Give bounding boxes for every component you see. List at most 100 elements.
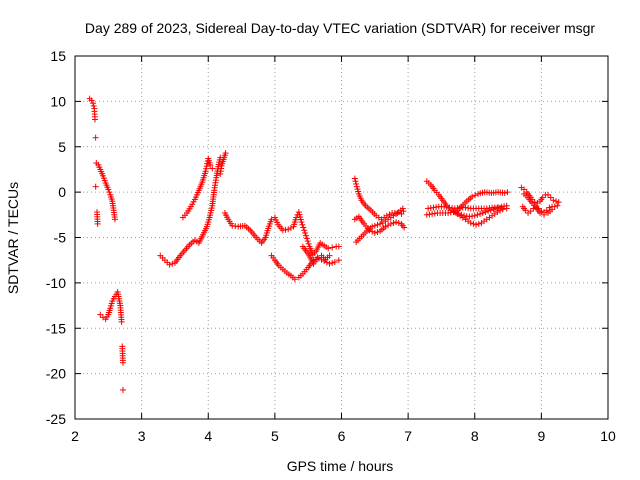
data-point [298, 219, 305, 226]
data-point [503, 205, 510, 212]
data-point [473, 221, 480, 228]
data-point [351, 175, 358, 182]
x-tick-label: 10 [600, 428, 616, 444]
data-point [209, 165, 216, 172]
data-point [374, 229, 381, 236]
x-tick-label: 8 [471, 428, 479, 444]
data-points [86, 95, 562, 393]
data-point [504, 189, 511, 196]
data-point [300, 224, 307, 231]
data-point [383, 212, 390, 219]
data-point [118, 318, 125, 325]
data-point [474, 211, 481, 218]
y-tick-label: -5 [54, 230, 67, 246]
data-point [547, 194, 554, 201]
data-point [326, 252, 333, 259]
x-tick-label: 7 [404, 428, 412, 444]
data-point [382, 223, 389, 230]
data-point [471, 212, 478, 219]
data-point [554, 202, 561, 209]
data-point [458, 211, 465, 218]
data-point [377, 220, 384, 227]
grid-lines [75, 56, 608, 419]
data-point [97, 311, 104, 318]
data-point [207, 161, 214, 168]
data-point [222, 150, 229, 157]
data-point [366, 227, 373, 234]
x-axis-label: GPS time / hours [287, 458, 394, 474]
y-tick-label: -20 [46, 366, 66, 382]
data-point [501, 190, 508, 197]
data-point [335, 243, 342, 250]
data-point [353, 180, 360, 187]
x-tick-label: 6 [338, 428, 346, 444]
data-point [469, 193, 476, 200]
data-point [287, 224, 294, 231]
data-point [119, 386, 126, 393]
data-point [315, 255, 322, 262]
data-point [169, 260, 176, 267]
data-point [477, 210, 484, 217]
data-point [550, 197, 557, 204]
data-point [92, 183, 99, 190]
data-point [301, 227, 308, 234]
data-point [485, 208, 492, 215]
data-point [105, 186, 112, 193]
data-point [494, 209, 501, 216]
data-point [475, 220, 482, 227]
data-point [329, 244, 336, 251]
data-point [553, 198, 560, 205]
data-point [400, 208, 407, 215]
data-point [303, 235, 310, 242]
x-tick-label: 9 [537, 428, 545, 444]
data-point [479, 209, 486, 216]
data-point [470, 220, 477, 227]
data-point [393, 219, 400, 226]
data-point [335, 257, 342, 264]
y-tick-label: 10 [50, 93, 66, 109]
data-point [499, 206, 506, 213]
x-tick-label: 4 [204, 428, 212, 444]
data-point [555, 199, 562, 206]
x-tick-label: 2 [71, 428, 79, 444]
data-point [291, 276, 298, 283]
data-point [203, 165, 210, 172]
data-point [482, 209, 489, 216]
x-tick-label: 3 [138, 428, 146, 444]
chart-title: Day 289 of 2023, Sidereal Day-to-day VTE… [85, 20, 595, 36]
data-point [304, 238, 311, 245]
data-point [119, 359, 126, 366]
y-tick-label: -10 [46, 275, 66, 291]
data-point [352, 178, 359, 185]
data-point [545, 191, 552, 198]
y-tick-label: 0 [58, 184, 66, 200]
data-point [543, 207, 550, 214]
data-point [326, 260, 333, 267]
y-tick-label: -25 [46, 411, 66, 427]
data-point [89, 100, 96, 107]
data-point [94, 220, 101, 227]
data-point [387, 220, 394, 227]
data-point [371, 229, 378, 236]
data-point [305, 240, 312, 247]
data-point [329, 259, 336, 266]
data-point [527, 208, 534, 215]
data-point [106, 189, 113, 196]
data-point [401, 224, 408, 231]
data-point [314, 254, 321, 261]
data-point [88, 97, 95, 104]
data-point [497, 207, 504, 214]
data-point [299, 221, 306, 228]
data-point [369, 228, 376, 235]
data-point [371, 222, 378, 229]
data-point [467, 219, 474, 226]
data-point [472, 192, 479, 199]
data-point [91, 116, 98, 123]
data-point [390, 219, 397, 226]
data-point [551, 203, 558, 210]
data-point [325, 245, 332, 252]
y-axis-label: SDTVAR / TECUs [5, 182, 21, 294]
data-point [399, 205, 406, 212]
y-tick-label: -15 [46, 320, 66, 336]
